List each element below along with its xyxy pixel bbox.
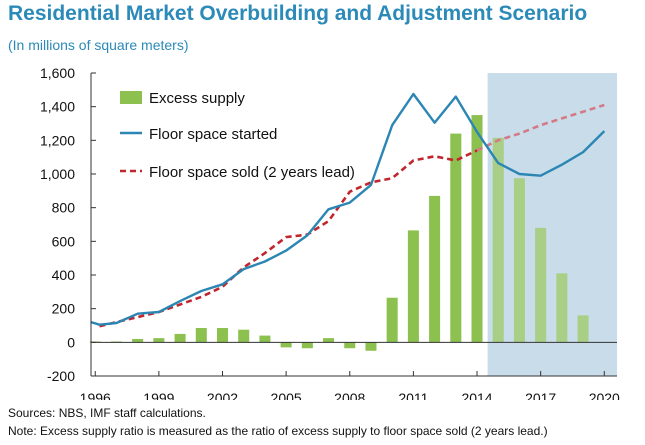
chart-title: Residential Market Overbuilding and Adju… bbox=[8, 2, 588, 25]
chart: -200 0 200 400 600 800 1,000 1,200 1,400 1,600 199… bbox=[40, 65, 620, 400]
y-tick-label: 200 bbox=[52, 301, 76, 317]
line-floor-space-started bbox=[90, 92, 606, 326]
x-tick-label: 1999 bbox=[143, 390, 174, 400]
bar-excess-supply bbox=[535, 227, 547, 343]
bar-excess-supply bbox=[238, 329, 250, 343]
chart-subtitle: (In millions of square meters) bbox=[8, 37, 189, 53]
legend-swatch-excess-supply bbox=[120, 91, 142, 104]
y-tick-label: 800 bbox=[52, 200, 76, 216]
x-tick-label: 2008 bbox=[334, 390, 365, 400]
bar-excess-supply bbox=[513, 178, 525, 343]
bar-excess-supply bbox=[450, 133, 462, 343]
x-tick-label: 2011 bbox=[398, 390, 428, 400]
legend-label-excess-supply: Excess supply bbox=[149, 90, 245, 107]
y-tick-label: 1,200 bbox=[40, 132, 75, 148]
y-tick-label: 400 bbox=[52, 267, 76, 283]
x-tick-label: 1996 bbox=[80, 390, 111, 400]
bar-excess-supply bbox=[471, 115, 483, 343]
x-tick-label: 2005 bbox=[271, 390, 302, 400]
y-tick-label: 1,000 bbox=[40, 166, 75, 182]
y-tick-label: 1,400 bbox=[40, 99, 75, 115]
projection-shade bbox=[487, 73, 617, 376]
bar-excess-supply bbox=[216, 328, 229, 343]
bar-excess-supply bbox=[556, 273, 568, 343]
x-tick-label: 2020 bbox=[589, 390, 620, 400]
y-tick-label: 0 bbox=[67, 334, 75, 350]
y-tick-label: 600 bbox=[52, 233, 76, 249]
x-tick-label: 2002 bbox=[207, 390, 238, 400]
legend-label-floor-space-started: Floor space started bbox=[149, 126, 277, 143]
bar-excess-supply bbox=[174, 333, 186, 343]
bar-excess-supply bbox=[386, 297, 398, 343]
sources-footnote: Sources: NBS, IMF staff calculations. bbox=[8, 406, 206, 420]
bar-excess-supply bbox=[492, 137, 504, 343]
x-tick-label: 2014 bbox=[461, 390, 492, 400]
line-floor-space-sold-projection bbox=[476, 103, 605, 152]
bar-excess-supply bbox=[577, 315, 589, 343]
y-tick-label: -200 bbox=[47, 368, 75, 384]
bar-excess-supply bbox=[323, 338, 335, 343]
bar-excess-supply bbox=[344, 342, 356, 349]
x-tick-label: 2017 bbox=[525, 390, 556, 400]
bar-excess-supply bbox=[195, 328, 207, 343]
legend-label-floor-space-sold: Floor space sold (2 years lead) bbox=[149, 164, 355, 181]
bar-excess-supply bbox=[259, 335, 271, 343]
bar-excess-supply bbox=[153, 338, 165, 343]
bar-excess-supply bbox=[407, 230, 419, 343]
bar-excess-supply bbox=[301, 342, 313, 349]
bar-excess-supply bbox=[280, 342, 292, 348]
bar-excess-supply bbox=[365, 342, 377, 351]
y-tick-label: 1,600 bbox=[40, 65, 75, 81]
note-footnote: Note: Excess supply ratio is measured as… bbox=[8, 424, 548, 438]
bar-excess-supply bbox=[429, 195, 441, 343]
bar-excess-supply bbox=[132, 338, 144, 343]
